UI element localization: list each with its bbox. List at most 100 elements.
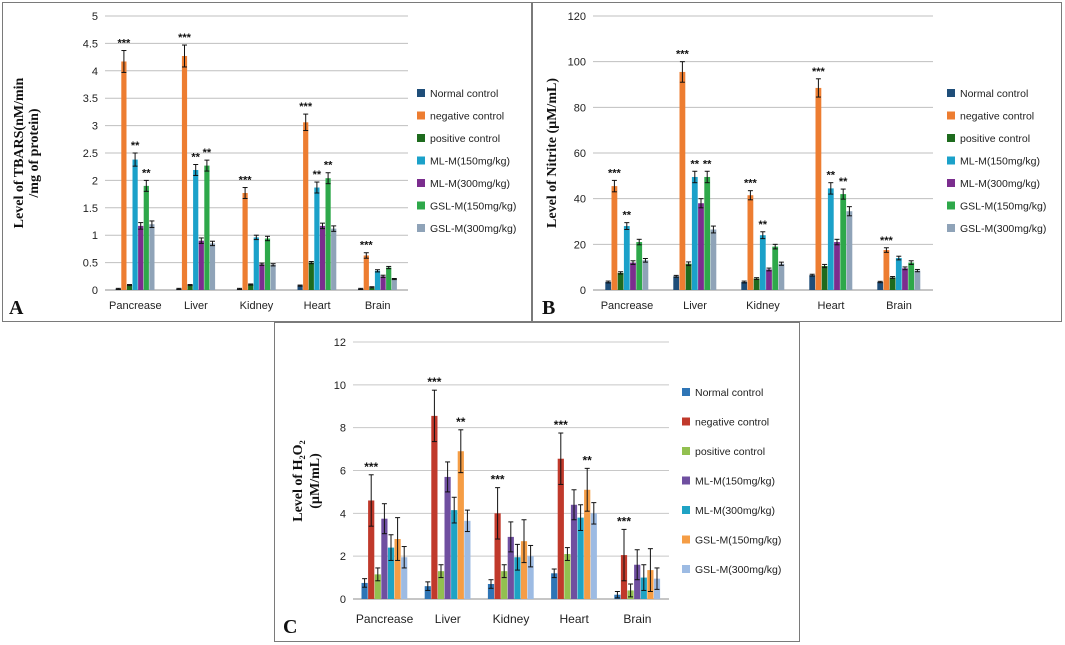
legend-label: negative control xyxy=(430,111,504,123)
legend-swatch xyxy=(417,89,425,97)
chart-nitrite: 0 20 40 60 80 100 120 Pancrease Liver Kidney Heart… xyxy=(542,11,1046,319)
legend-label: GSL-M(300mg/kg) xyxy=(960,223,1046,235)
legend-swatch xyxy=(417,111,425,120)
bar-heart-1 xyxy=(303,122,309,290)
bar-heart-1 xyxy=(815,87,822,290)
bar-kidney-3 xyxy=(759,235,766,290)
panel-label: B xyxy=(542,297,555,319)
bar-pancrease-2 xyxy=(126,285,133,290)
bar-liver-6 xyxy=(710,229,717,290)
bar-kidney-3 xyxy=(253,237,259,290)
y-axis-label: Level of TBARS(nM/min xyxy=(12,77,27,228)
bar-kidney-5 xyxy=(772,246,779,290)
y-axis-label: Level of Nitrite (µM/mL) xyxy=(545,78,560,228)
bar-heart-4 xyxy=(577,517,584,599)
bar-heart-5 xyxy=(840,194,847,290)
legend-label: positive control xyxy=(430,133,500,145)
bar-kidney-1 xyxy=(242,193,248,290)
y-axis-label-line2: /mg of protein) xyxy=(27,108,42,199)
bar-heart-0 xyxy=(551,573,558,599)
significance-marker: *** xyxy=(554,418,568,432)
bar-brain-1 xyxy=(363,255,369,290)
bar-heart-5 xyxy=(325,178,331,290)
significance-marker: *** xyxy=(491,473,505,487)
x-category-label: Liver xyxy=(435,612,461,626)
bar-brain-6 xyxy=(391,279,397,290)
bar-pancrease-4 xyxy=(138,225,144,290)
x-category-label: Liver xyxy=(683,300,707,312)
significance-marker: *** xyxy=(744,178,758,190)
bar-liver-2 xyxy=(685,263,692,290)
bar-brain-3 xyxy=(634,564,641,599)
bar-liver-0 xyxy=(424,586,431,599)
bar-pancrease-5 xyxy=(143,185,149,290)
y-tick-label: 0 xyxy=(580,285,586,297)
legend-label: ML-M(150mg/kg) xyxy=(960,156,1040,168)
legend-swatch xyxy=(417,224,425,232)
x-category-label: Liver xyxy=(184,300,208,312)
y-tick-label: 80 xyxy=(574,102,586,114)
bar-pancrease-0 xyxy=(605,282,612,290)
significance-marker: ** xyxy=(142,167,151,179)
legend-label: GSL-M(300mg/kg) xyxy=(695,564,781,576)
y-tick-label: 4 xyxy=(340,508,346,520)
y-tick-label: 4.5 xyxy=(83,38,98,50)
bar-liver-0 xyxy=(673,276,680,290)
x-category-label: Brain xyxy=(623,612,651,626)
bar-pancrease-4 xyxy=(630,262,636,290)
legend-label: ML-M(300mg/kg) xyxy=(695,505,775,517)
panel-label: C xyxy=(283,616,297,638)
chart-tbars: 0 0.5 1 1.5 2 2.5 3 3.5 4 4.5 5 Pancrease Liver Kidne… xyxy=(9,11,516,319)
y-tick-label: 40 xyxy=(574,194,586,206)
bar-heart-3 xyxy=(314,187,320,290)
legend-swatch xyxy=(417,201,425,210)
bar-brain-5 xyxy=(908,262,915,290)
significance-marker: ** xyxy=(131,140,140,152)
bar-liver-1 xyxy=(431,415,438,599)
panel-b: 0 20 40 60 80 100 120 Pancrease Liver Kidney Heart… xyxy=(532,2,1062,322)
bar-brain-0 xyxy=(877,282,884,290)
legend-label: Normal control xyxy=(695,387,763,399)
bar-kidney-6 xyxy=(778,263,785,290)
x-category-label: Pancrease xyxy=(601,300,654,312)
x-category-label: Heart xyxy=(304,300,331,312)
legend-label: negative control xyxy=(695,417,769,429)
bar-pancrease-3 xyxy=(623,226,630,290)
legend-swatch xyxy=(682,447,690,455)
bar-kidney-6 xyxy=(527,556,534,599)
bar-pancrease-2 xyxy=(617,272,624,290)
bar-brain-1 xyxy=(883,250,890,290)
bar-pancrease-5 xyxy=(394,539,401,599)
legend-label: GSL-M(150mg/kg) xyxy=(430,201,516,213)
bar-heart-3 xyxy=(827,188,834,290)
bar-brain-4 xyxy=(380,276,386,290)
legend-swatch xyxy=(947,156,955,165)
y-tick-label: 1 xyxy=(92,230,98,242)
bar-kidney-3 xyxy=(507,536,514,599)
bar-heart-0 xyxy=(297,285,303,290)
legend-swatch xyxy=(947,111,955,120)
bar-pancrease-6 xyxy=(149,224,155,290)
bar-kidney-2 xyxy=(501,571,508,599)
bar-pancrease-6 xyxy=(642,260,649,290)
legend-label: Normal control xyxy=(430,88,498,100)
x-category-label: Brain xyxy=(365,300,391,312)
significance-marker: *** xyxy=(617,514,631,528)
bar-kidney-4 xyxy=(259,264,265,290)
bar-liver-3 xyxy=(444,476,451,599)
significance-marker: ** xyxy=(203,147,212,159)
x-category-label: Pancrease xyxy=(356,612,414,626)
x-category-label: Heart xyxy=(818,300,845,312)
bar-liver-6 xyxy=(209,243,216,290)
significance-marker: ** xyxy=(839,176,848,188)
y-tick-label: 0 xyxy=(92,285,98,297)
legend-label: positive control xyxy=(960,133,1030,145)
significance-marker: *** xyxy=(427,375,441,389)
significance-marker: *** xyxy=(608,167,622,179)
bar-brain-6 xyxy=(914,270,921,290)
legend-label: GSL-M(150mg/kg) xyxy=(695,535,781,547)
y-tick-label: 3 xyxy=(92,121,98,133)
bar-kidney-4 xyxy=(766,269,772,290)
bar-kidney-4 xyxy=(514,557,521,599)
bar-heart-2 xyxy=(564,554,571,599)
